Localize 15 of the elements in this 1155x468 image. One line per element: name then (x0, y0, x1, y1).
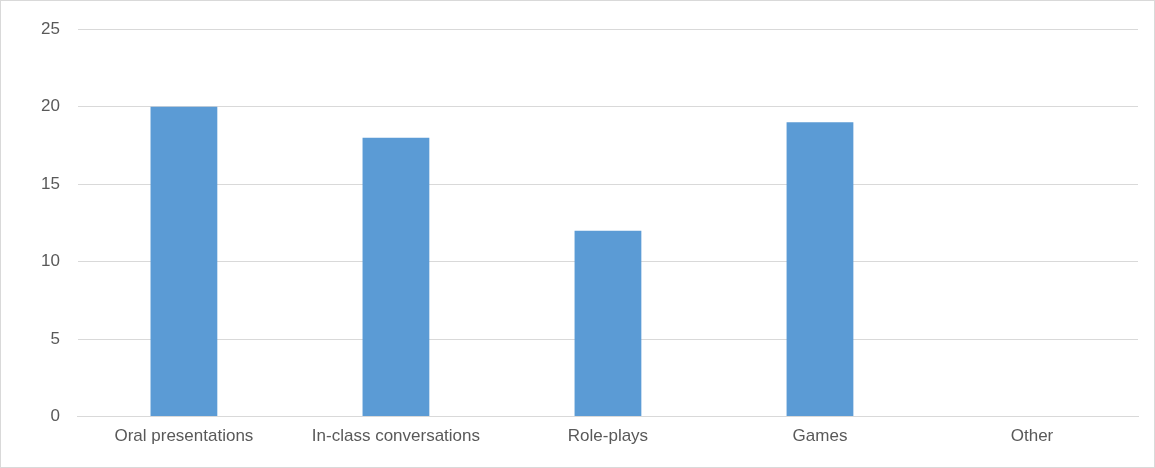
bar (150, 106, 218, 417)
y-tick-label: 10 (40, 251, 60, 271)
x-tick-label: Oral presentations (114, 426, 254, 446)
x-tick-label: Other (1010, 426, 1054, 446)
bar (786, 122, 854, 417)
y-tick-label: 25 (40, 18, 60, 38)
y-tick-label: 5 (50, 328, 60, 348)
bar (362, 137, 430, 417)
x-tick-label: In-class conversations (311, 426, 481, 446)
y-tick-label: 20 (40, 96, 60, 116)
y-tick-label: 15 (40, 173, 60, 193)
x-tick-label: Role-plays (567, 426, 649, 446)
bar (574, 230, 642, 417)
x-tick-label: Games (792, 426, 848, 446)
y-tick-label: 0 (50, 406, 60, 426)
